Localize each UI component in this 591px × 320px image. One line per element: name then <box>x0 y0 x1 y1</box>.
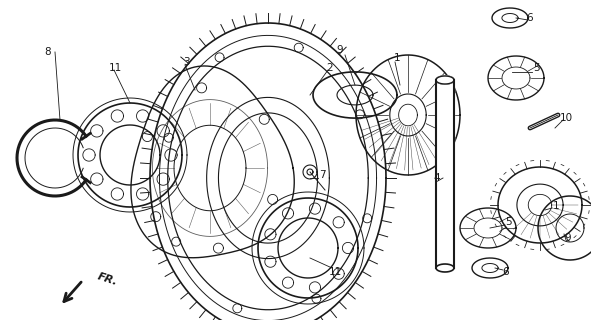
Text: 1: 1 <box>394 53 400 63</box>
Polygon shape <box>436 76 454 84</box>
Text: FR.: FR. <box>96 271 119 287</box>
Text: 11: 11 <box>108 63 122 73</box>
Text: 7: 7 <box>319 170 325 180</box>
Text: 4: 4 <box>434 173 440 183</box>
Text: 3: 3 <box>183 57 189 67</box>
Text: 10: 10 <box>560 113 573 123</box>
Text: 8: 8 <box>45 47 51 57</box>
Text: 9: 9 <box>564 233 571 243</box>
Text: 6: 6 <box>527 13 533 23</box>
Text: 5: 5 <box>505 217 511 227</box>
Text: 2: 2 <box>327 63 333 73</box>
Polygon shape <box>436 80 454 268</box>
Text: 11: 11 <box>329 267 342 277</box>
Text: 5: 5 <box>532 63 540 73</box>
Text: 1: 1 <box>553 201 559 211</box>
Text: 9: 9 <box>337 45 343 55</box>
Text: 6: 6 <box>503 267 509 277</box>
